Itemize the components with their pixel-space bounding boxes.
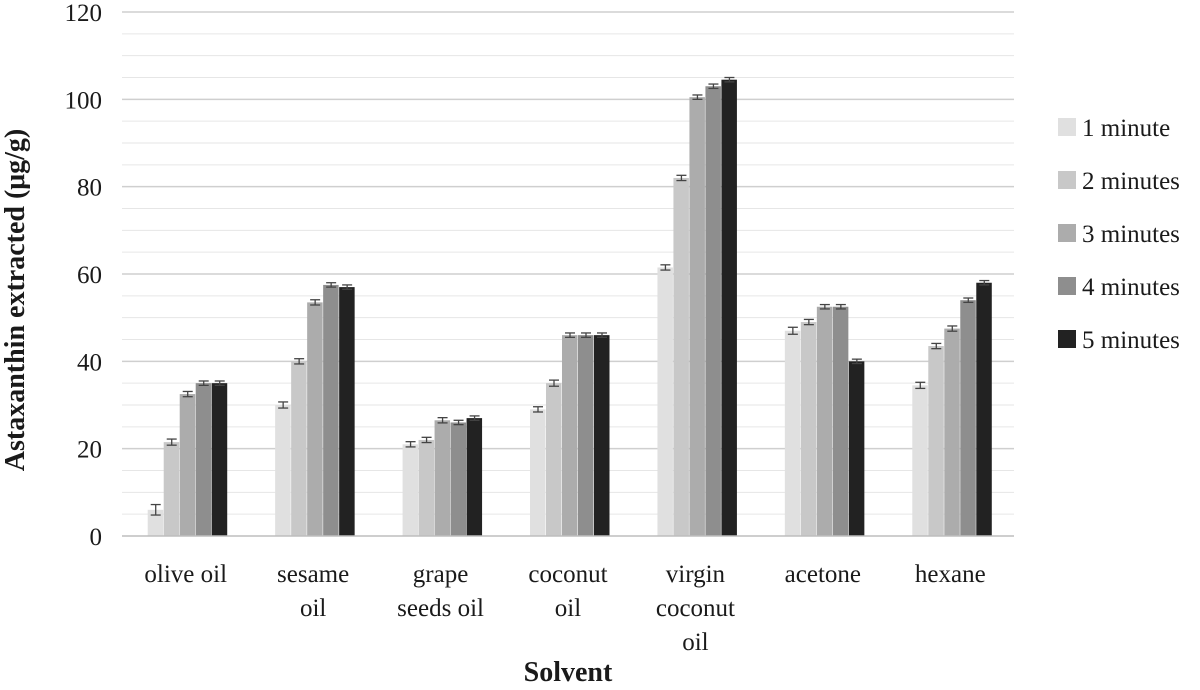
legend-swatch	[1058, 330, 1076, 348]
bars	[147, 76, 992, 537]
bar	[562, 335, 578, 536]
bar	[784, 330, 801, 536]
bar	[976, 282, 992, 536]
y-axis-title: Astaxanthin extracted (μg/g)	[0, 129, 31, 472]
x-tick-label: coconut oil	[528, 561, 607, 622]
bar	[339, 287, 355, 536]
bar	[657, 267, 673, 536]
bar	[960, 300, 976, 536]
y-tick-label: 0	[90, 524, 103, 551]
legend-label: 2 minutes	[1082, 168, 1180, 195]
bar	[912, 385, 928, 536]
bar	[928, 346, 944, 536]
legend-label: 3 minutes	[1082, 221, 1180, 248]
x-tick-label: olive oil	[144, 561, 227, 588]
legend: 1 minute 2 minutes 3 minutes 4 minutes 5 min…	[1058, 115, 1180, 354]
bar	[291, 361, 307, 536]
bar	[211, 383, 228, 536]
bar	[275, 405, 291, 536]
legend-label: 5 minutes	[1082, 327, 1180, 354]
bar	[402, 444, 419, 536]
bar	[721, 79, 737, 536]
legend-label: 1 minute	[1082, 115, 1170, 142]
x-tick-label: acetone	[785, 561, 861, 588]
x-tick-label: virgin coconut oil	[656, 561, 735, 656]
legend-swatch	[1058, 277, 1076, 295]
bar	[546, 383, 562, 536]
bar	[800, 322, 817, 536]
bar	[163, 442, 180, 536]
x-tick-label: grape seeds oil	[397, 561, 484, 622]
bar	[848, 361, 865, 536]
legend-swatch	[1058, 118, 1076, 136]
bar	[832, 306, 849, 536]
bar	[816, 306, 833, 536]
bar	[705, 86, 721, 536]
bar	[673, 177, 689, 536]
legend-label: 4 minutes	[1082, 274, 1180, 301]
bar	[323, 284, 339, 536]
bar	[307, 302, 323, 536]
bar	[450, 422, 467, 536]
y-tick-label: 20	[77, 437, 102, 464]
y-tick-label: 40	[77, 349, 102, 376]
legend-swatch	[1058, 224, 1076, 242]
bar	[466, 418, 483, 536]
bar	[147, 509, 164, 536]
bar	[594, 335, 610, 536]
y-tick-label: 120	[65, 0, 103, 27]
x-tick-label: hexane	[915, 561, 986, 588]
legend-swatch	[1058, 171, 1076, 189]
bar	[195, 383, 212, 536]
x-tick-labels: olive oil sesame oil grape seeds oil coconut o…	[144, 561, 985, 656]
bar	[689, 97, 705, 537]
bar	[418, 439, 435, 536]
bar	[578, 335, 594, 536]
y-tick-labels: 0 20 40 60 80 100 120	[65, 0, 103, 551]
bar	[944, 328, 960, 536]
y-tick-label: 60	[77, 262, 102, 289]
x-axis-title: Solvent	[524, 657, 613, 688]
gridlines	[122, 11, 1014, 515]
bar	[530, 409, 546, 536]
y-tick-label: 100	[65, 87, 103, 114]
y-tick-label: 80	[77, 175, 102, 202]
bar	[434, 420, 451, 536]
bar	[179, 394, 196, 536]
x-tick-label: sesame oil	[277, 561, 349, 622]
